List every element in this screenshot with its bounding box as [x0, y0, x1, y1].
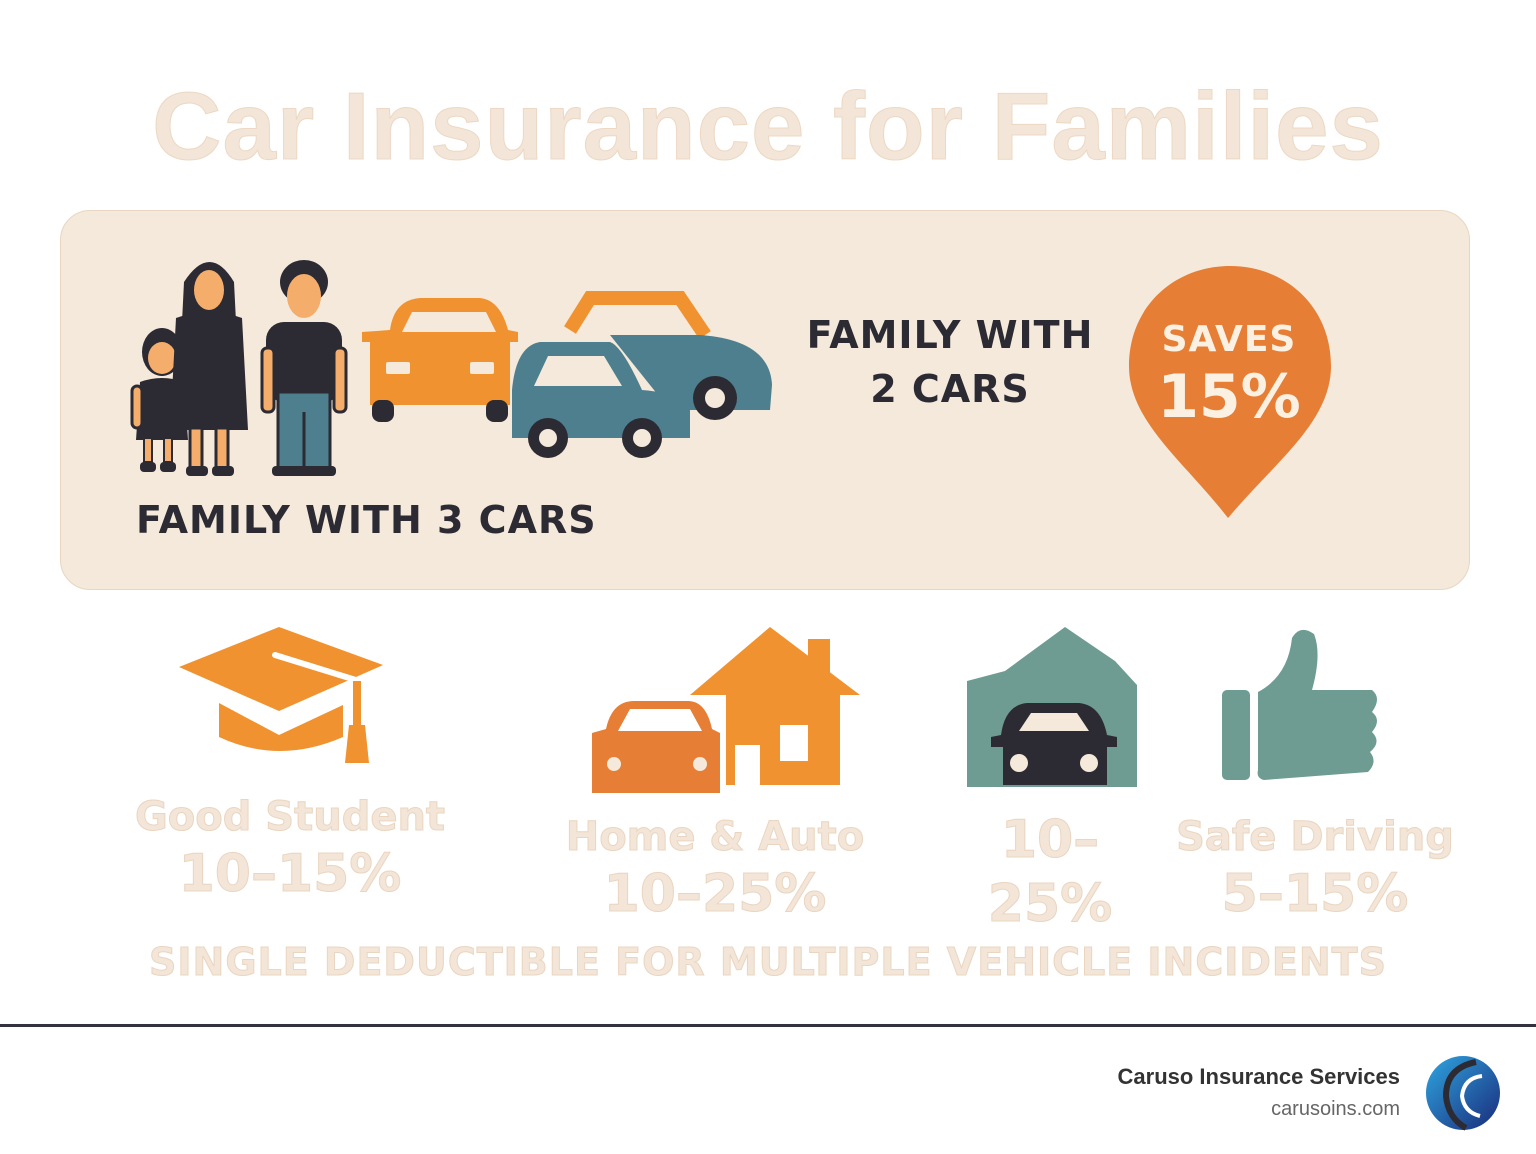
savings-badge: SAVES 15% [1125, 318, 1333, 432]
benefit-value: 10–15% [178, 844, 402, 905]
family-two-cars-line1: FAMILY WITH [806, 313, 1094, 357]
footnote-text: SINGLE DEDUCTIBLE FOR MULTIPLE VEHICLE I… [149, 940, 1387, 985]
benefit-safe-driving: Safe Driving 5–15% [1170, 812, 1460, 926]
page-title: Car Insurance for Families [152, 73, 1384, 181]
home-and-car-icon [592, 627, 860, 793]
brand-name: Caruso Insurance Services [1117, 1064, 1400, 1089]
cars-group-icon [362, 291, 772, 458]
benefit-value: 10–25% [603, 864, 827, 925]
benefit-label: Good Student [134, 794, 446, 841]
family-two-cars-line2: 2 CARS [870, 367, 1030, 411]
footer-divider [0, 1024, 1536, 1027]
brand-url[interactable]: carusoins.com [1271, 1098, 1400, 1120]
benefit-label: Home & Auto [565, 814, 865, 861]
benefit-home-auto: Home & Auto 10–25% [540, 812, 890, 926]
family-two-cars-label: FAMILY WITH 2 CARS [800, 308, 1100, 416]
benefit-value: 5–15% [1221, 864, 1409, 925]
company-logo-icon [1426, 1056, 1500, 1131]
family-icon [130, 260, 348, 476]
map-pin-badge-icon [1129, 266, 1331, 518]
garage-car-icon [967, 627, 1137, 787]
benefit-value: 10–25% [987, 810, 1113, 935]
benefit-garage: 10–25% [940, 808, 1160, 936]
graduation-cap-icon [179, 627, 383, 763]
savings-badge-label: SAVES [1161, 319, 1297, 360]
benefit-label: Safe Driving [1176, 814, 1455, 861]
benefit-good-student: Good Student 10–15% [110, 792, 470, 906]
thumbs-up-icon [1222, 629, 1377, 780]
savings-badge-value: 15% [1157, 362, 1301, 432]
family-three-cars-label: FAMILY WITH 3 CARS [136, 498, 597, 542]
